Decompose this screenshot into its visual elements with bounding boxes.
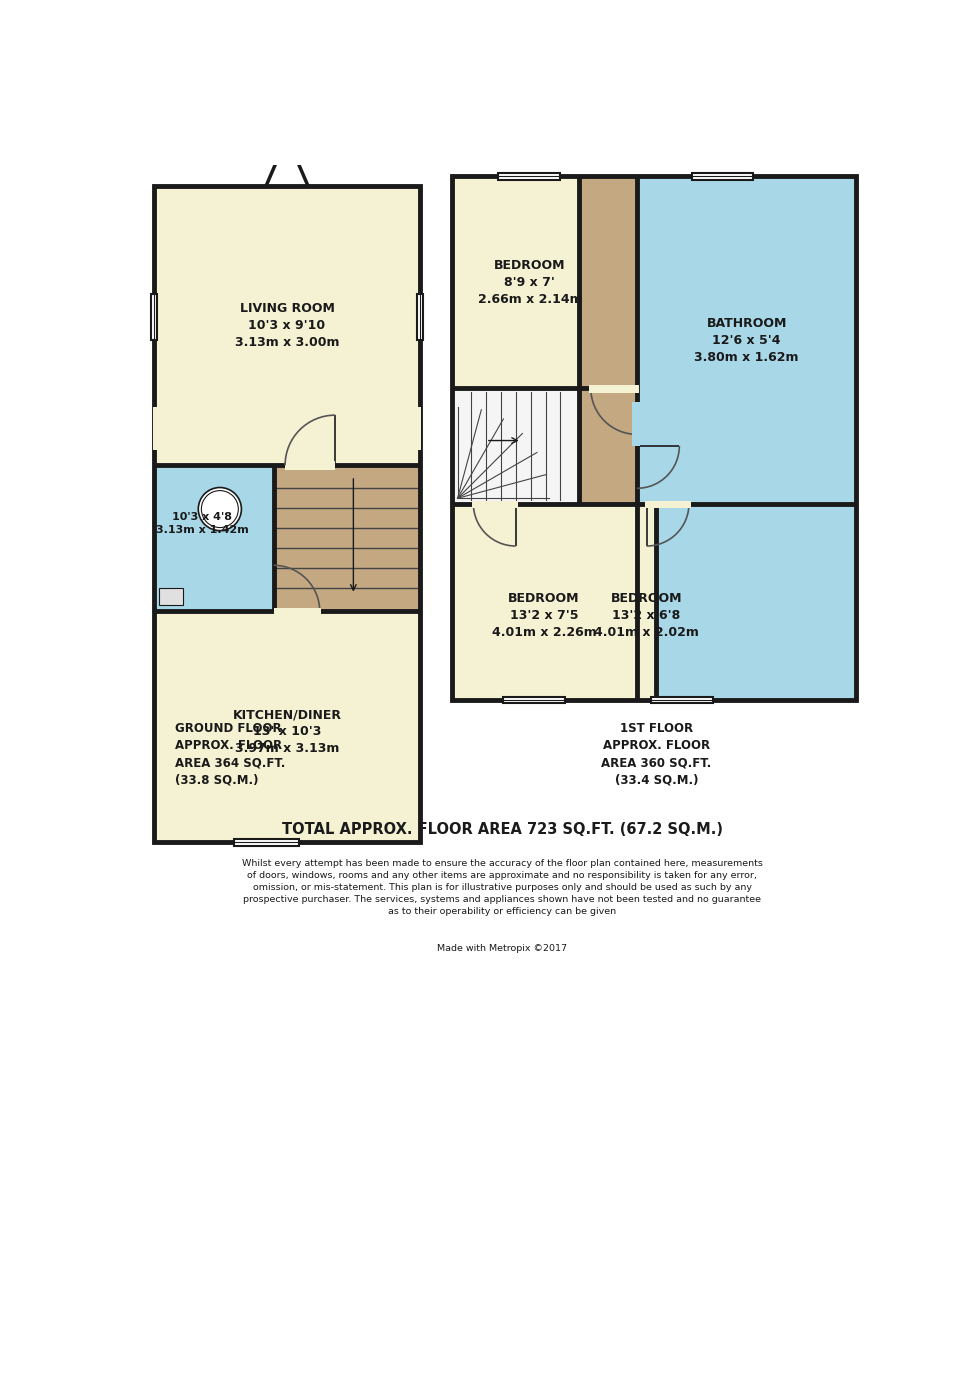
Bar — [452, 504, 657, 699]
Bar — [414, 408, 421, 449]
Bar — [154, 466, 419, 611]
Bar — [589, 385, 639, 393]
Text: BEDROOM
8'9 x 7'
2.66m x 2.14m: BEDROOM 8'9 x 7' 2.66m x 2.14m — [477, 258, 582, 306]
Bar — [273, 609, 321, 616]
Bar — [452, 389, 579, 504]
Bar — [416, 294, 423, 339]
Text: KITCHEN/DINER
13' x 10'3
3.97m x 3.13m: KITCHEN/DINER 13' x 10'3 3.97m x 3.13m — [232, 708, 342, 756]
Text: BEDROOM
13'2 x 6'8
4.01m x 2.02m: BEDROOM 13'2 x 6'8 4.01m x 2.02m — [594, 592, 699, 639]
Bar — [285, 460, 335, 470]
Text: GROUND FLOOR
APPROX. FLOOR
AREA 364 SQ.FT.
(33.8 SQ.M.): GROUND FLOOR APPROX. FLOOR AREA 364 SQ.F… — [175, 723, 285, 786]
Bar — [153, 408, 161, 449]
Bar — [154, 187, 419, 466]
Text: Whilst every attempt has been made to ensure the accuracy of the floor plan cont: Whilst every attempt has been made to en… — [242, 859, 762, 915]
Text: 10'3 x 4'8
3.13m x 1.42m: 10'3 x 4'8 3.13m x 1.42m — [156, 513, 248, 536]
Bar — [234, 840, 299, 845]
Bar — [579, 176, 637, 504]
Bar — [503, 697, 564, 703]
Bar — [471, 500, 518, 508]
Bar — [645, 500, 691, 508]
Bar — [499, 173, 560, 180]
Bar — [652, 697, 713, 703]
Bar — [154, 187, 419, 842]
Text: Made with Metropix ©2017: Made with Metropix ©2017 — [437, 944, 567, 954]
Bar — [154, 611, 419, 842]
Bar — [154, 466, 273, 611]
Bar — [637, 504, 657, 699]
Text: TOTAL APPROX. FLOOR AREA 723 SQ.FT. (67.2 SQ.M.): TOTAL APPROX. FLOOR AREA 723 SQ.FT. (67.… — [282, 823, 723, 838]
Circle shape — [198, 488, 241, 530]
Bar — [452, 176, 637, 389]
Text: 1ST FLOOR
APPROX. FLOOR
AREA 360 SQ.FT.
(33.4 SQ.M.): 1ST FLOOR APPROX. FLOOR AREA 360 SQ.FT. … — [601, 723, 711, 786]
Text: BATHROOM
12'6 x 5'4
3.80m x 1.62m: BATHROOM 12'6 x 5'4 3.80m x 1.62m — [695, 316, 799, 364]
Bar — [151, 294, 157, 339]
Bar — [692, 173, 754, 180]
Text: BEDROOM
13'2 x 7'5
4.01m x 2.26m: BEDROOM 13'2 x 7'5 4.01m x 2.26m — [492, 592, 597, 639]
Bar — [159, 588, 183, 606]
Bar — [637, 176, 857, 699]
Text: LIVING ROOM
10'3 x 9'10
3.13m x 3.00m: LIVING ROOM 10'3 x 9'10 3.13m x 3.00m — [235, 302, 339, 349]
Bar — [452, 176, 857, 699]
Bar — [632, 403, 640, 447]
